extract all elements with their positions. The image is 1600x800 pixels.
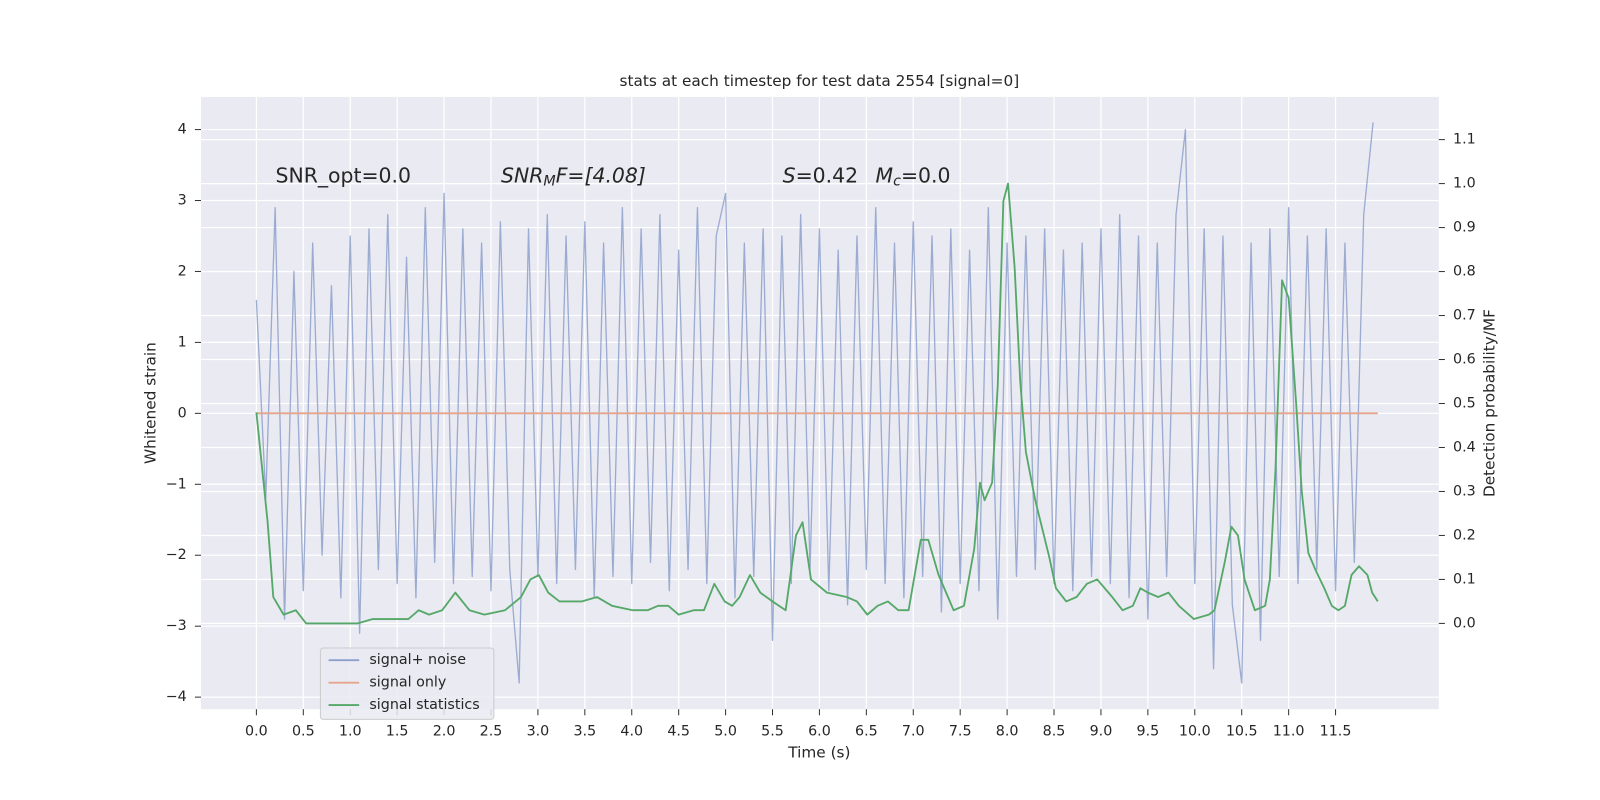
y2-tick-label: 0.5 (1453, 396, 1476, 412)
x-tick-label: 8.0 (996, 724, 1019, 740)
annotation-subscript: M (543, 174, 555, 190)
y-tick-label: 1 (178, 334, 187, 350)
annotation-text-after: =0.42 (796, 164, 859, 188)
x-tick-label: 5.0 (714, 724, 737, 740)
legend-label: signal statistics (369, 697, 479, 713)
y-tick-label: −3 (166, 618, 187, 634)
legend: signal+ noise signal only signal statistic… (319, 647, 495, 720)
y2-tick-label: 0.0 (1453, 615, 1476, 631)
annotation-text: M (876, 164, 894, 188)
x-tick-label: 1.5 (386, 724, 409, 740)
annotation-text: SNR (501, 164, 543, 188)
x-tick-label: 5.5 (761, 724, 784, 740)
x-tick-label: 10.5 (1226, 724, 1258, 740)
annotation: SNR_opt=0.0 (276, 164, 412, 189)
y2-tick-label: 0.1 (1453, 571, 1476, 587)
y2-tick-label: 0.4 (1453, 439, 1476, 455)
annotation-text-after: =0.0 (901, 164, 951, 188)
y2-tick-label: 1.0 (1453, 176, 1476, 192)
y2-tick-label: 0.3 (1453, 483, 1476, 499)
x-tick-label: 0.5 (292, 724, 315, 740)
chart-title: stats at each timestep for test data 255… (620, 72, 1020, 90)
x-tick-label: 7.5 (949, 724, 972, 740)
y-tick-label: 0 (178, 405, 187, 421)
y2-tick-label: 0.6 (1453, 352, 1476, 368)
series-line (255, 182, 1379, 625)
y2-tick-label: 1.1 (1453, 132, 1476, 148)
y-axis-label: Whitened strain (142, 342, 160, 464)
annotation: S=0.42 (783, 164, 858, 188)
annotation-text: SNR_opt=0.0 (276, 164, 412, 189)
x-tick-label: 1.0 (339, 724, 362, 740)
y-tick-label: −4 (166, 689, 187, 705)
x-tick-label: 2.5 (480, 724, 503, 740)
annotation-subscript: c (893, 174, 901, 190)
x-tick-label: 9.0 (1090, 724, 1113, 740)
x-axis-label: Time (s) (787, 744, 850, 762)
annotation: Mc=0.0 (876, 164, 951, 190)
y-tick-label: −1 (166, 476, 187, 492)
x-tick-label: 6.5 (855, 724, 878, 740)
x-tick-label: 7.0 (902, 724, 925, 740)
legend-label: signal+ noise (369, 652, 466, 668)
y-tick-label: −2 (166, 547, 187, 563)
x-tick-label: 11.0 (1273, 724, 1305, 740)
y-tick-label: 3 (178, 193, 187, 209)
annotation-text: S (783, 164, 796, 188)
y-tick-label: 2 (178, 263, 187, 279)
y2-tick-label: 0.9 (1453, 220, 1476, 236)
x-tick-label: 2.0 (433, 724, 456, 740)
x-tick-label: 4.0 (620, 724, 643, 740)
x-tick-label: 9.5 (1137, 724, 1160, 740)
x-tick-label: 8.5 (1043, 724, 1066, 740)
annotation: SNRMF=[4.08] (501, 164, 646, 190)
y-tick-label: 4 (178, 122, 187, 138)
y2-tick-label: 0.7 (1453, 308, 1476, 324)
legend-label: signal only (369, 675, 446, 691)
x-tick-label: 3.5 (573, 724, 596, 740)
legend-box (319, 647, 495, 720)
x-tick-label: 0.0 (245, 724, 268, 740)
x-tick-label: 3.0 (527, 724, 550, 740)
y2-tick-label: 0.2 (1453, 527, 1476, 543)
x-tick-label: 11.5 (1320, 724, 1352, 740)
x-tick-label: 6.0 (808, 724, 831, 740)
series-line (255, 122, 1374, 684)
y2-tick-label: 0.8 (1453, 264, 1476, 280)
x-tick-label: 4.5 (667, 724, 690, 740)
x-tick-label: 10.0 (1179, 724, 1211, 740)
y2-axis-label: Detection probability/MF (1480, 309, 1498, 497)
annotation-text-after: F=[4.08] (556, 164, 646, 188)
